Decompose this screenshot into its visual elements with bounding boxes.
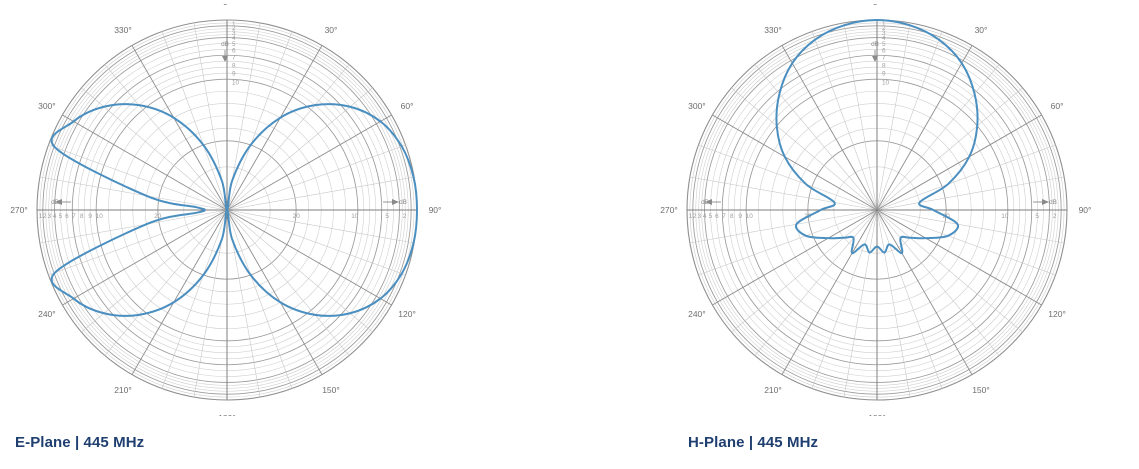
radial-label-left-3: 3 bbox=[48, 213, 52, 220]
radial-label-right-2: 2 bbox=[403, 213, 407, 220]
angle-label-0: 0° bbox=[223, 4, 231, 7]
db-axis-label-top: dB bbox=[871, 41, 879, 48]
db-arrow-left-icon bbox=[55, 199, 62, 205]
radial-label-top-2: 2 bbox=[882, 25, 886, 32]
radial-label-left-2: 2 bbox=[43, 213, 47, 220]
radial-label-left-5: 5 bbox=[709, 213, 713, 220]
db-arrow-down-icon bbox=[222, 56, 228, 62]
radial-label-right-20: 20 bbox=[293, 213, 301, 220]
radial-label-left-3: 3 bbox=[698, 213, 702, 220]
angle-label-60: 60° bbox=[1051, 101, 1064, 111]
radial-label-top-5: 5 bbox=[882, 41, 886, 48]
angle-label-90: 90° bbox=[1079, 205, 1092, 215]
radial-label-top-9: 9 bbox=[232, 71, 236, 78]
angle-label-270: 270° bbox=[10, 205, 28, 215]
radial-label-left-6: 6 bbox=[715, 213, 719, 220]
radial-label-left-20: 20 bbox=[154, 213, 162, 220]
radial-label-top-5: 5 bbox=[232, 41, 236, 48]
db-axis-label-right: dB bbox=[1049, 199, 1057, 206]
panel-e-plane: 0° 30° 60° 90° 120° 150° 180° 210° 240° 270° 300° 3… bbox=[5, 0, 475, 469]
radial-label-top-9: 9 bbox=[882, 71, 886, 78]
radial-label-left-4: 4 bbox=[53, 213, 57, 220]
db-arrow-right-icon bbox=[1042, 199, 1049, 205]
radial-label-left-1: 1 bbox=[689, 213, 693, 220]
radial-label-top-1: 1 bbox=[882, 21, 886, 28]
polar-grid-h bbox=[686, 19, 1068, 401]
polar-labels-e: 0° 30° 60° 90° 120° 150° 180° 210° 240° 270° 300° 3… bbox=[10, 4, 441, 416]
radial-label-right-2: 2 bbox=[1053, 213, 1057, 220]
angle-label-90: 90° bbox=[429, 205, 442, 215]
radial-label-left-10: 10 bbox=[96, 213, 104, 220]
radial-label-left-10: 10 bbox=[746, 213, 754, 220]
radial-label-top-6: 6 bbox=[882, 47, 886, 54]
angle-label-120: 120° bbox=[1048, 309, 1066, 319]
radial-label-top-10: 10 bbox=[232, 80, 240, 87]
angle-label-30: 30° bbox=[325, 25, 338, 35]
radial-label-top-6: 6 bbox=[232, 47, 236, 54]
radial-label-top-4: 4 bbox=[232, 35, 236, 42]
radial-label-left-8: 8 bbox=[80, 213, 84, 220]
radiation-curve-h-plane bbox=[775, 19, 979, 255]
angle-label-240: 240° bbox=[38, 309, 56, 319]
radial-label-left-8: 8 bbox=[730, 213, 734, 220]
radial-label-top-10: 10 bbox=[882, 80, 890, 87]
angle-label-120: 120° bbox=[398, 309, 416, 319]
radial-label-top-7: 7 bbox=[882, 55, 886, 62]
radial-label-top-4: 4 bbox=[882, 35, 886, 42]
polar-plot-e-plane: 0° 30° 60° 90° 120° 150° 180° 210° 240° 270° 300° 3… bbox=[5, 4, 475, 416]
panel-h-plane: 0° 30° 60° 90° 120° 150° 180° 210° 240° 270° 300° 3… bbox=[655, 0, 1125, 469]
db-axis-label-top: dB bbox=[221, 41, 229, 48]
polar-grid-e bbox=[36, 19, 418, 401]
radial-label-left-6: 6 bbox=[65, 213, 69, 220]
radial-label-left-7: 7 bbox=[722, 213, 726, 220]
angle-label-0: 0° bbox=[873, 4, 881, 7]
radial-label-top-7: 7 bbox=[232, 55, 236, 62]
angle-label-180: 180° bbox=[868, 413, 886, 416]
db-arrow-down-icon bbox=[872, 56, 878, 62]
radial-label-left-9: 9 bbox=[738, 213, 742, 220]
radial-label-left-9: 9 bbox=[88, 213, 92, 220]
angle-label-210: 210° bbox=[764, 385, 782, 395]
radial-label-top-8: 8 bbox=[232, 62, 236, 69]
polar-chart-e-plane-svg: 0° 30° 60° 90° 120° 150° 180° 210° 240° 270° 300° 3… bbox=[10, 4, 441, 416]
caption-e-plane: E-Plane | 445 MHz bbox=[15, 434, 145, 451]
radial-label-top-3: 3 bbox=[882, 30, 886, 37]
angle-label-60: 60° bbox=[401, 101, 414, 111]
radial-label-right-5: 5 bbox=[385, 213, 389, 220]
angle-label-300: 300° bbox=[38, 101, 56, 111]
radial-label-right-10: 10 bbox=[1001, 213, 1009, 220]
radiation-curve-e-plane bbox=[50, 103, 418, 317]
angle-label-300: 300° bbox=[688, 101, 706, 111]
angle-label-240: 240° bbox=[688, 309, 706, 319]
angle-label-150: 150° bbox=[972, 385, 990, 395]
angle-label-210: 210° bbox=[114, 385, 132, 395]
polar-plot-h-plane: 0° 30° 60° 90° 120° 150° 180° 210° 240° 270° 300° 3… bbox=[655, 4, 1125, 416]
db-axis-label-left: dB bbox=[51, 199, 59, 206]
db-arrow-left-icon bbox=[705, 199, 712, 205]
angle-label-180: 180° bbox=[218, 413, 236, 416]
radial-label-top-2: 2 bbox=[232, 25, 236, 32]
radial-label-left-4: 4 bbox=[703, 213, 707, 220]
polar-chart-h-plane-svg: 0° 30° 60° 90° 120° 150° 180° 210° 240° 270° 300° 3… bbox=[660, 4, 1091, 416]
radial-label-top-1: 1 bbox=[232, 21, 236, 28]
angle-label-30: 30° bbox=[975, 25, 988, 35]
db-arrow-right-icon bbox=[392, 199, 399, 205]
angle-label-270: 270° bbox=[660, 205, 678, 215]
angle-label-150: 150° bbox=[322, 385, 340, 395]
radial-label-left-7: 7 bbox=[72, 213, 76, 220]
angle-label-330: 330° bbox=[114, 25, 132, 35]
radial-label-top-3: 3 bbox=[232, 30, 236, 37]
polar-labels-h: 0° 30° 60° 90° 120° 150° 180° 210° 240° 270° 300° 3… bbox=[660, 4, 1091, 416]
db-axis-label-right: dB bbox=[399, 199, 407, 206]
caption-h-plane: H-Plane | 445 MHz bbox=[688, 434, 819, 451]
radial-label-left-5: 5 bbox=[59, 213, 63, 220]
db-axis-label-left: dB bbox=[701, 199, 709, 206]
radial-label-left-1: 1 bbox=[39, 213, 43, 220]
radial-label-right-10: 10 bbox=[351, 213, 359, 220]
radial-label-right-5: 5 bbox=[1035, 213, 1039, 220]
radial-label-left-2: 2 bbox=[693, 213, 697, 220]
radial-label-top-8: 8 bbox=[882, 62, 886, 69]
angle-label-330: 330° bbox=[764, 25, 782, 35]
